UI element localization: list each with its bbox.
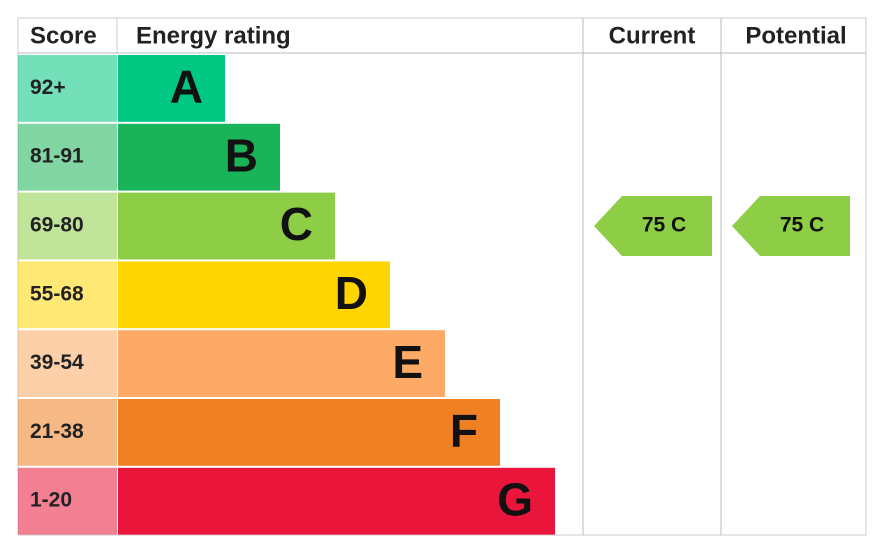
potential-pointer xyxy=(732,196,850,256)
score-label: 69-80 xyxy=(30,214,84,237)
score-label: 21-38 xyxy=(30,420,84,443)
rating-bar xyxy=(118,399,500,466)
potential-label: 75 C xyxy=(780,214,824,237)
header-current: Current xyxy=(609,22,696,49)
current-pointer xyxy=(594,196,712,256)
current-label: 75 C xyxy=(642,214,686,237)
rating-bar xyxy=(118,330,445,397)
rating-bar xyxy=(118,55,225,122)
rating-letter: E xyxy=(392,336,423,388)
rating-bar xyxy=(118,123,280,191)
header-potential: Potential xyxy=(745,22,846,49)
header-score: Score xyxy=(30,22,97,49)
score-cell xyxy=(18,399,117,466)
score-cell xyxy=(18,330,117,397)
score-label: 1-20 xyxy=(30,489,72,512)
score-cell xyxy=(18,123,117,191)
score-label: 81-91 xyxy=(30,145,84,168)
rating-letter: D xyxy=(335,267,368,319)
score-cell xyxy=(18,192,117,260)
rating-letter: C xyxy=(280,198,313,250)
rating-bar xyxy=(118,192,335,260)
rating-letter: G xyxy=(497,473,533,525)
score-label: 39-54 xyxy=(30,351,84,374)
rating-letter: F xyxy=(450,405,478,457)
score-cell xyxy=(18,55,117,122)
score-label: 92+ xyxy=(30,76,66,99)
rating-letter: A xyxy=(170,61,203,113)
rating-bar xyxy=(118,261,390,329)
header-rating: Energy rating xyxy=(136,22,291,49)
score-label: 55-68 xyxy=(30,282,84,305)
rating-bar xyxy=(118,467,555,535)
rating-letter: B xyxy=(225,129,258,181)
score-cell xyxy=(18,467,117,535)
score-cell xyxy=(18,261,117,329)
